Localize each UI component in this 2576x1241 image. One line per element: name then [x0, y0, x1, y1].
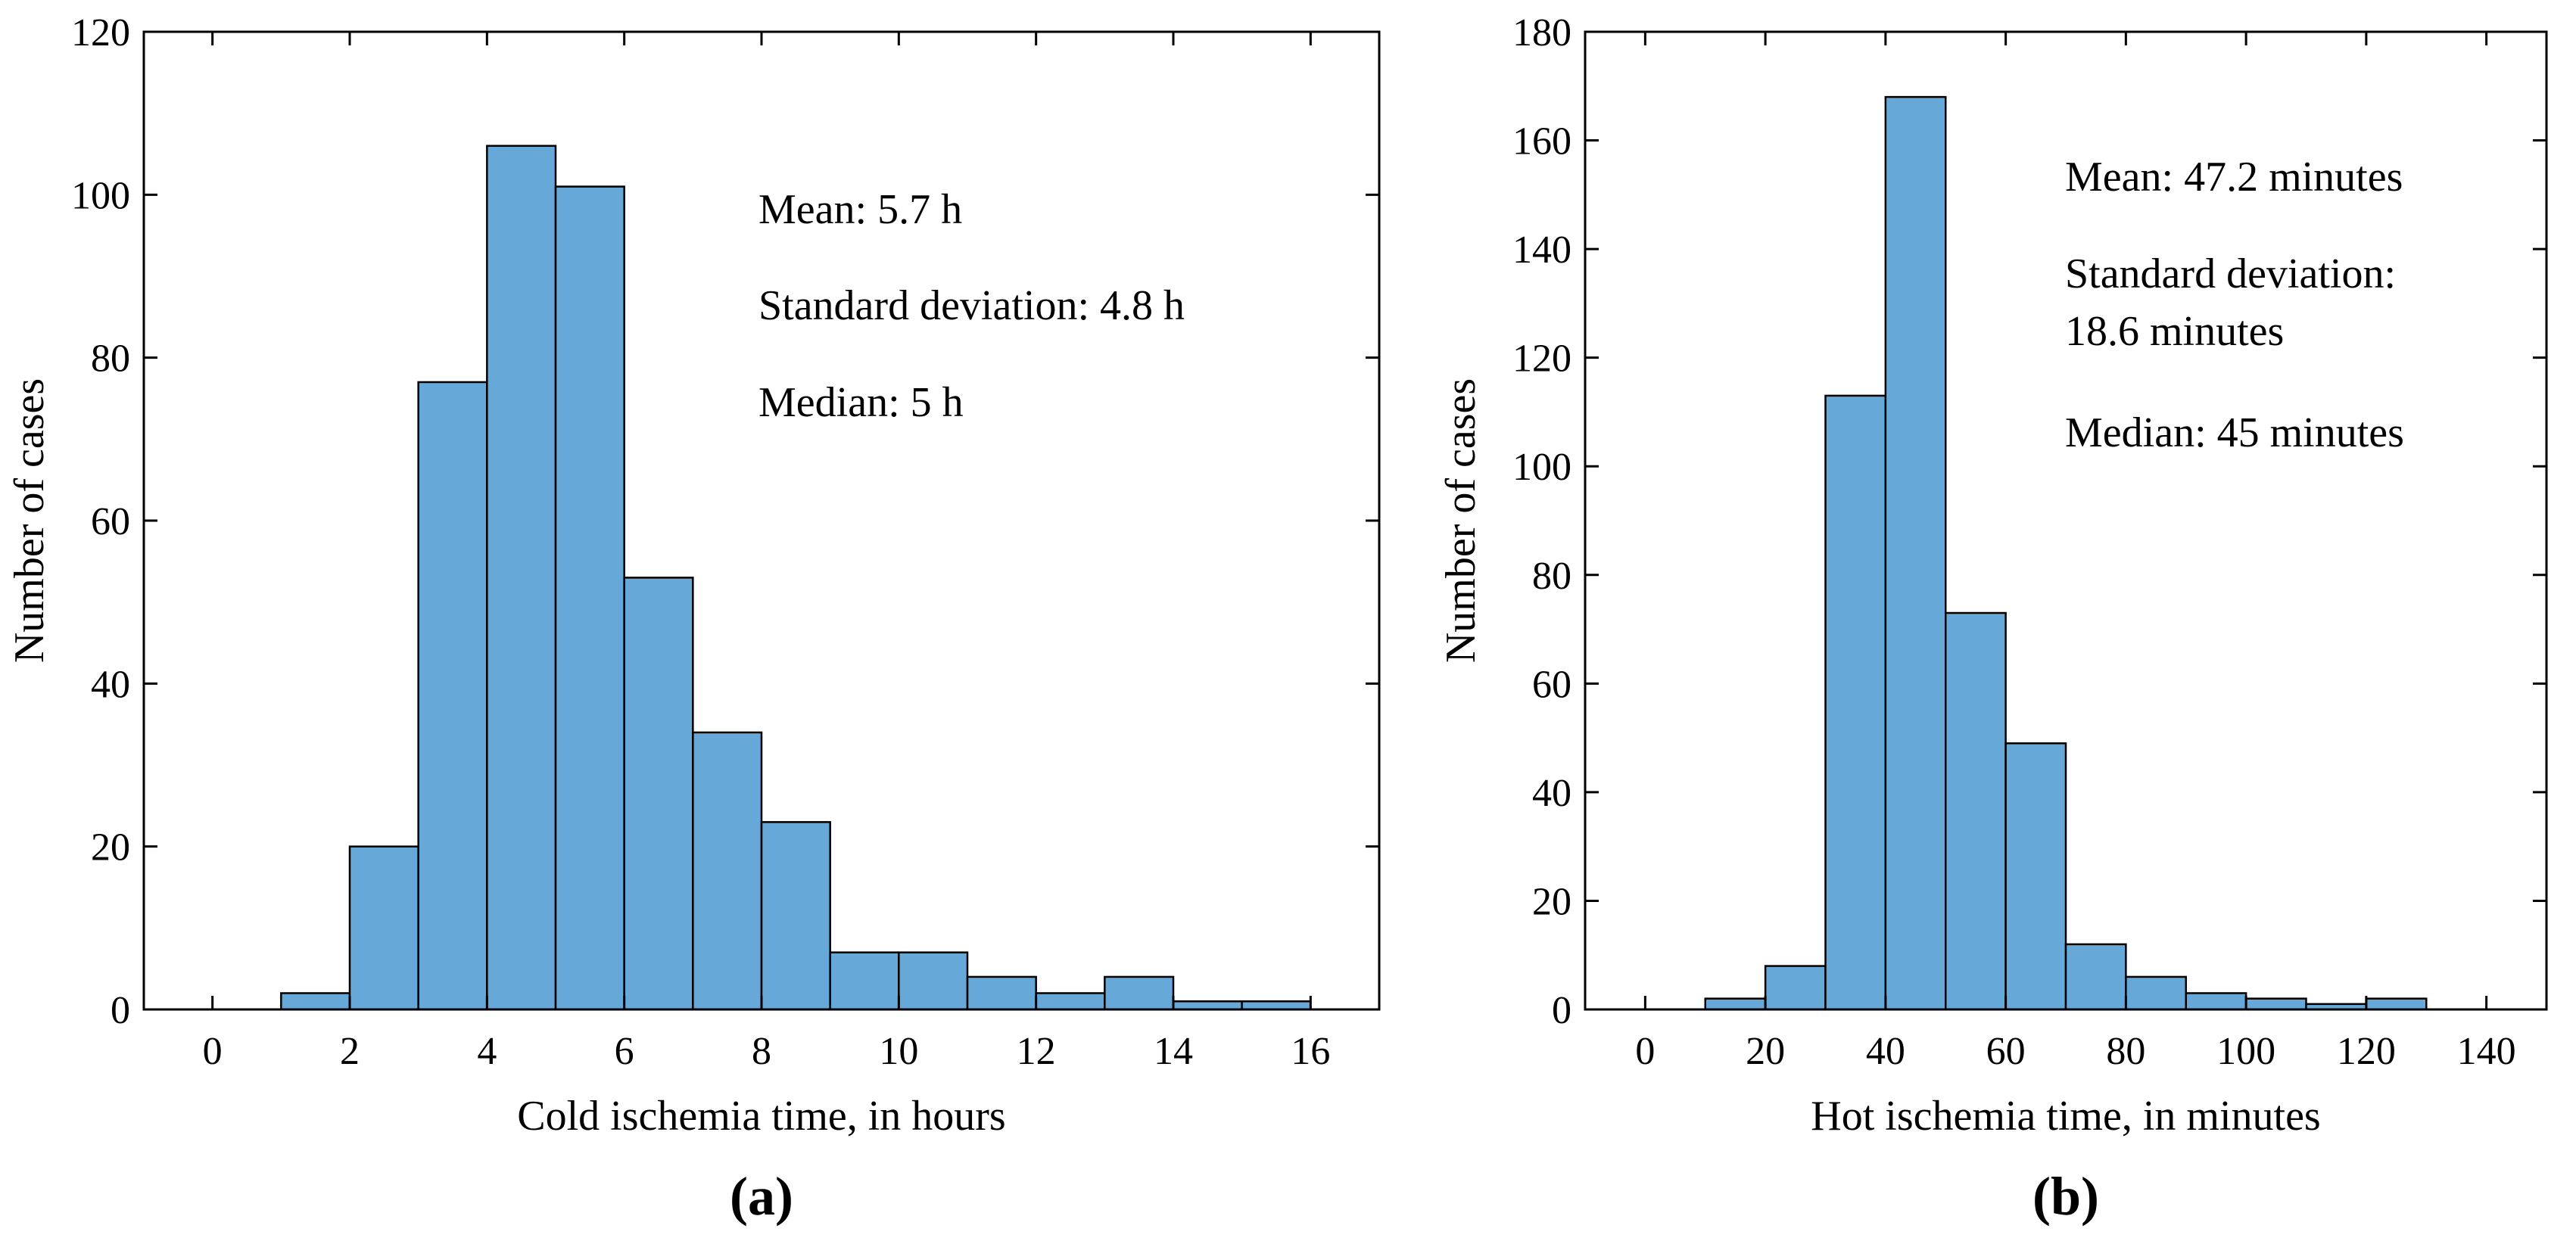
x-ticks-b: 0 20 40 60 80 100 120 140 [1635, 32, 2516, 1073]
y-tick-label-b-0: 0 [1552, 989, 1571, 1032]
x-tick-label-a-16: 16 [1291, 1030, 1330, 1073]
y-tick-label-b-120: 120 [1512, 337, 1571, 381]
histogram-bar-a-8 [760, 821, 831, 1011]
y-tick-label-b-160: 160 [1512, 120, 1571, 163]
histogram-bar-b-4 [1884, 95, 1947, 1011]
x-tick-label-b-140: 140 [2457, 1030, 2516, 1073]
histogram-bar-a-15 [1241, 1000, 1312, 1011]
histogram-bar-a-4 [486, 145, 557, 1011]
x-axis-label-a: Cold ischemia time, in hours [517, 1093, 1005, 1140]
histogram-bar-a-6 [623, 577, 694, 1011]
x-axis-label-b: Hot ischemia time, in minutes [1811, 1093, 2320, 1140]
y-tick-label-b-140: 140 [1512, 229, 1571, 272]
bars-b [1704, 95, 2428, 1011]
histogram-bar-a-13 [1104, 975, 1175, 1011]
x-tick-label-b-40: 40 [1866, 1030, 1905, 1073]
histogram-bar-a-11 [966, 975, 1037, 1011]
x-tick-label-a-0: 0 [203, 1030, 223, 1073]
x-tick-label-a-6: 6 [615, 1030, 634, 1073]
x-tick-label-a-2: 2 [340, 1030, 360, 1073]
y-tick-label-a-20: 20 [91, 826, 130, 869]
y-axis-label-a: Number of cases [6, 378, 53, 663]
histogram-bar-a-7 [692, 731, 763, 1011]
x-tick-label-b-80: 80 [2106, 1030, 2145, 1073]
x-tick-label-b-0: 0 [1635, 1030, 1655, 1073]
x-tick-label-a-10: 10 [879, 1030, 918, 1073]
y-tick-label-b-60: 60 [1532, 663, 1571, 706]
y-tick-label-b-180: 180 [1512, 11, 1571, 54]
x-tick-label-b-120: 120 [2337, 1030, 2396, 1073]
y-tick-label-b-100: 100 [1512, 446, 1571, 489]
histogram-bar-b-7 [2064, 943, 2127, 1011]
histogram-bar-b-3 [1824, 394, 1887, 1011]
histogram-bar-b-9 [2185, 992, 2247, 1011]
std-annotation-a: Standard deviation: 4.8 h [758, 282, 1185, 329]
y-ticks-b: 0 20 40 60 80 100 120 140 160 180 [1512, 11, 2546, 1032]
y-tick-label-b-80: 80 [1532, 555, 1571, 598]
median-annotation-b: Median: 45 minutes [2065, 409, 2404, 456]
median-annotation-a: Median: 5 h [758, 379, 964, 426]
x-tick-label-a-8: 8 [752, 1030, 771, 1073]
panel-label-b: (b) [2032, 1166, 2099, 1227]
y-tick-label-a-60: 60 [91, 500, 130, 543]
x-tick-label-b-60: 60 [1986, 1030, 2026, 1073]
x-tick-label-a-14: 14 [1154, 1030, 1193, 1073]
histogram-bar-a-12 [1035, 992, 1106, 1011]
histogram-bar-a-3 [417, 381, 488, 1011]
chart-panel-b: 0 20 40 60 80 100 120 140 160 180 0 20 40 60 80 100 120… [1438, 11, 2548, 1227]
histogram-bar-a-9 [829, 951, 900, 1011]
histogram-bar-b-2 [1764, 965, 1827, 1011]
y-tick-label-a-120: 120 [71, 11, 130, 54]
y-tick-label-a-80: 80 [91, 337, 130, 381]
y-tick-label-a-0: 0 [111, 989, 130, 1032]
histogram-bar-a-14 [1172, 1000, 1243, 1011]
mean-annotation-a: Mean: 5.7 h [758, 186, 962, 233]
x-ticks-a: 0 2 4 6 8 10 12 14 16 [203, 32, 1330, 1073]
bars-a [280, 145, 1312, 1011]
histogram-bar-a-5 [554, 185, 625, 1011]
panel-label-a: (a) [730, 1166, 793, 1227]
histogram-bar-b-12 [2365, 997, 2428, 1011]
histogram-bar-b-5 [1945, 611, 2007, 1011]
y-tick-label-b-20: 20 [1532, 880, 1571, 923]
x-tick-label-a-4: 4 [477, 1030, 497, 1073]
plot-frame-a [142, 30, 1381, 1011]
x-tick-label-b-20: 20 [1746, 1030, 1785, 1073]
histogram-bar-b-6 [2004, 742, 2067, 1011]
y-axis-label-b: Number of cases [1438, 378, 1484, 663]
histogram-bar-a-1 [280, 992, 351, 1011]
histogram-bar-b-1 [1704, 997, 1767, 1011]
histogram-bar-a-10 [898, 951, 969, 1011]
histogram-bar-a-2 [348, 845, 419, 1011]
plot-frame-b [1584, 30, 2548, 1011]
std-annotation-b-line1: Standard deviation: [2065, 250, 2396, 297]
histogram-bar-b-8 [2125, 975, 2187, 1011]
x-tick-label-b-100: 100 [2216, 1030, 2275, 1073]
histogram-bar-b-10 [2244, 997, 2307, 1011]
y-tick-label-b-40: 40 [1532, 772, 1571, 815]
y-tick-label-a-40: 40 [91, 663, 130, 706]
y-ticks-a: 0 20 40 60 80 100 120 [71, 11, 1379, 1032]
x-tick-label-a-12: 12 [1017, 1030, 1056, 1073]
std-annotation-b-line2: 18.6 minutes [2065, 308, 2284, 355]
mean-annotation-b: Mean: 47.2 minutes [2065, 154, 2403, 201]
chart-panel-a: 0 20 40 60 80 100 120 0 2 4 6 8 10 12 14 16 Cold ische… [6, 11, 1381, 1227]
y-tick-label-a-100: 100 [71, 174, 130, 217]
